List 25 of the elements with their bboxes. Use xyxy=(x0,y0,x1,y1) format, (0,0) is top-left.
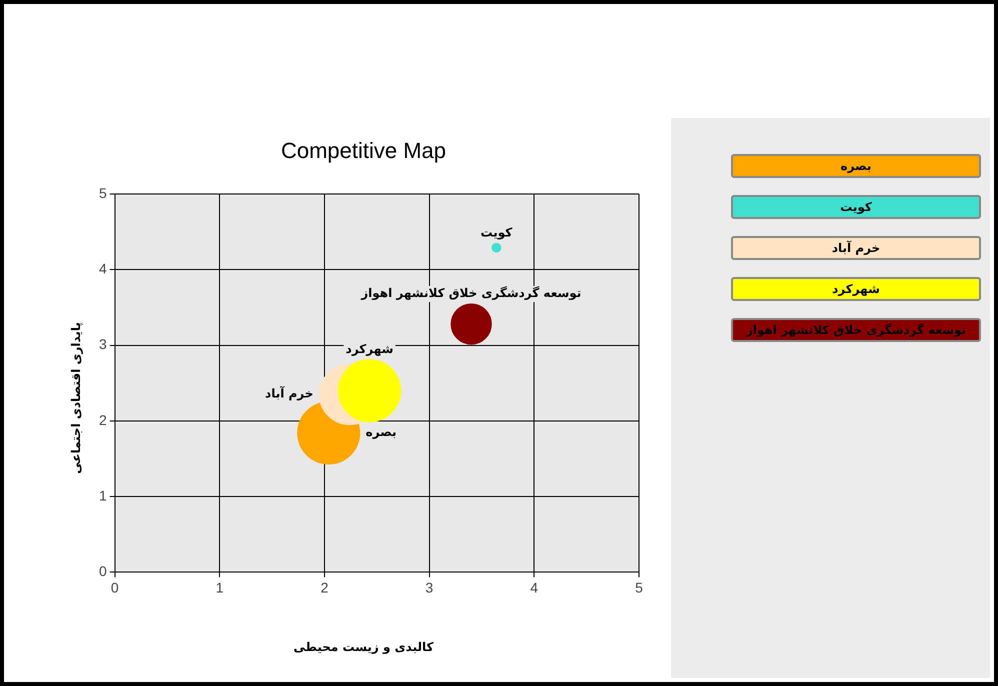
series-label: بصره xyxy=(366,425,397,440)
y-tick-label: 1 xyxy=(98,487,107,504)
text: کویت xyxy=(840,200,872,214)
x-tick-label: 5 xyxy=(635,579,644,596)
y-tick-label: 0 xyxy=(98,563,107,580)
y-axis-title: پایداری اقتصادی اجتماعی xyxy=(69,322,83,474)
series-label: خرم آباد xyxy=(265,386,314,401)
x-tick-label: 3 xyxy=(425,579,434,596)
text: شهرکرد xyxy=(832,282,880,296)
chart-title: Competitive Map xyxy=(280,138,448,164)
text: توسعه گردشگری خلاق کلانشهر اهواز xyxy=(746,323,966,337)
y-tick-label: 5 xyxy=(98,184,107,201)
series-label: کویت xyxy=(480,225,512,240)
text: بصره xyxy=(840,159,872,173)
x-tick-label: 4 xyxy=(530,579,538,596)
x-tick-label: 0 xyxy=(110,579,119,596)
x-tick-label: 2 xyxy=(320,579,329,596)
x-tick-label: 1 xyxy=(216,579,224,596)
y-tick-label: 4 xyxy=(98,260,107,276)
x-axis-title: کالبدی و زیست محیطی xyxy=(292,640,434,654)
series-label: توسعه گردشگری خلاق کلانشهر اهواز xyxy=(360,286,582,300)
y-tick-label: 2 xyxy=(98,412,107,428)
y-tick-label: 3 xyxy=(98,336,107,352)
text: خرم آباد xyxy=(832,241,880,255)
series-label: شهرکرد xyxy=(346,342,394,356)
